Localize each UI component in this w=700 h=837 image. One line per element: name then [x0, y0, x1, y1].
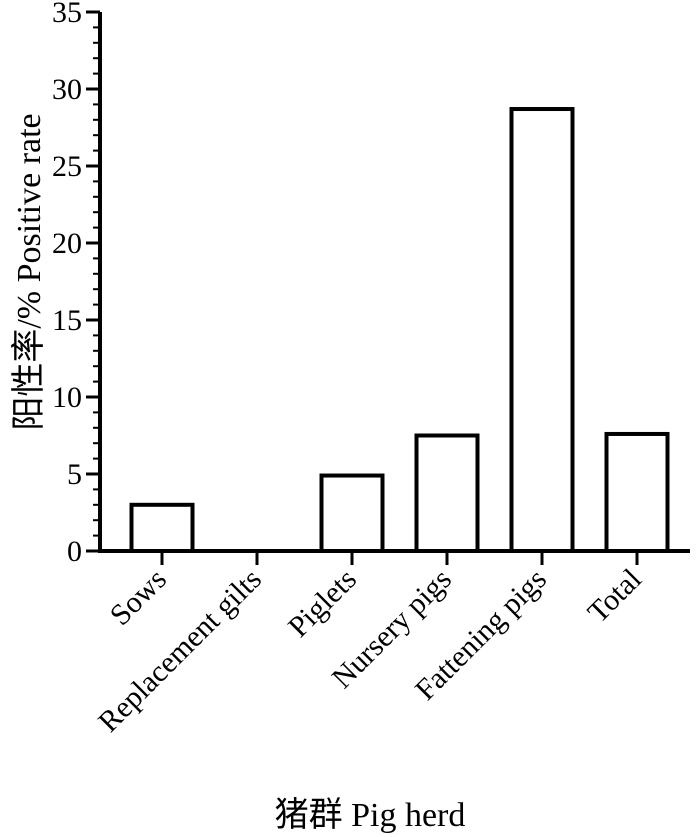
- x-axis-title: 猪群 Pig herd: [275, 796, 466, 834]
- bars: [129, 107, 670, 554]
- y-tick-label: 30: [52, 73, 82, 106]
- bar-total: [604, 431, 670, 553]
- y-axis-title: 阳性率/% Positive rate: [10, 113, 48, 430]
- y-tick-label: 35: [52, 0, 82, 29]
- y-axis: 0 5 10 15 20 25 30 35: [52, 0, 102, 568]
- x-tick-label: Sows: [104, 563, 173, 632]
- y-tick-label: 5: [67, 458, 82, 491]
- y-tick-label: 10: [52, 381, 82, 414]
- bar-nursery-pigs: [414, 433, 480, 553]
- y-tick-label: 25: [52, 150, 82, 183]
- y-tick-label: 20: [52, 227, 82, 260]
- y-tick-label: 0: [67, 535, 82, 568]
- bar-fattening-pigs: [509, 107, 575, 554]
- bar-sows: [129, 502, 195, 553]
- x-tick-label: Replacement gilts: [92, 563, 268, 739]
- y-tick-label: 15: [52, 304, 82, 337]
- x-tick-label: Piglets: [282, 563, 363, 644]
- bar-piglets: [319, 473, 385, 554]
- x-tick-label: Total: [581, 563, 648, 630]
